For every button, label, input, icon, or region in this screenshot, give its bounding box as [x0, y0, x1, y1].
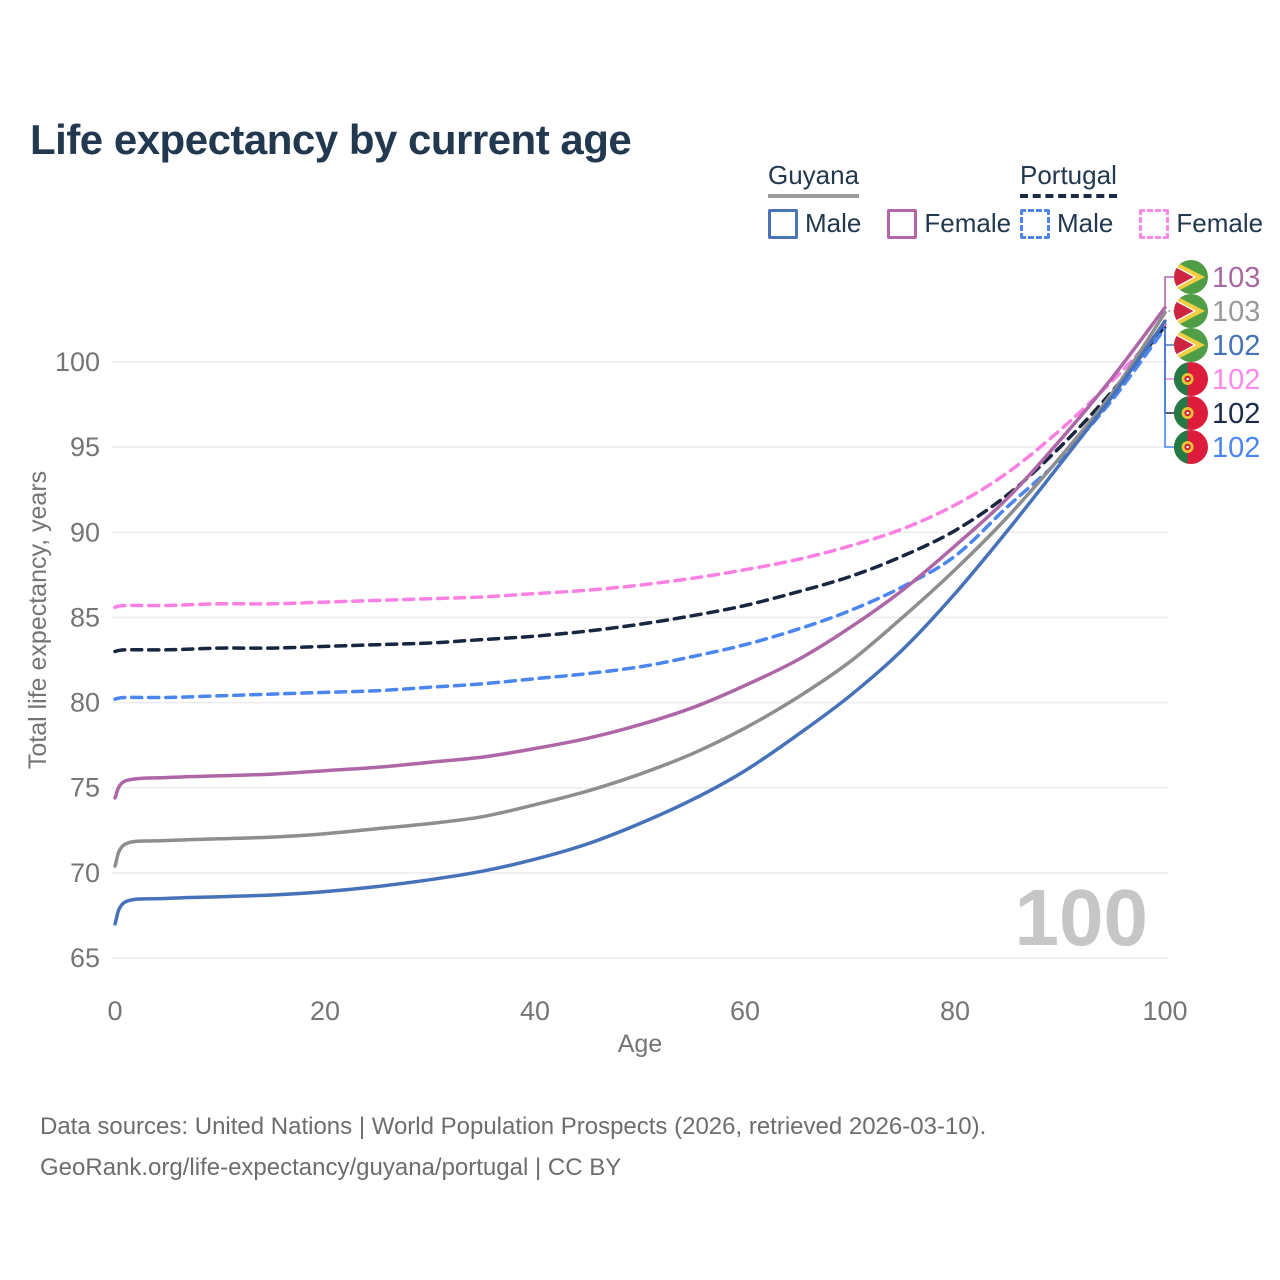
legend-item-label: Male [805, 208, 862, 238]
y-tick-label: 90 [70, 517, 100, 547]
end-value-label: 102 [1212, 432, 1260, 464]
y-tick-label: 70 [70, 858, 100, 888]
label-connector [1164, 324, 1174, 380]
portugal-male-swatch [1020, 208, 1050, 239]
license-line: GeoRank.org/life-expectancy/guyana/portu… [40, 1154, 622, 1181]
guyana-male-swatch [768, 208, 798, 239]
label-connector [1164, 326, 1174, 414]
end-value-label: 102 [1212, 398, 1260, 430]
label-connector [1164, 327, 1174, 448]
end-value-label: 102 [1212, 330, 1260, 362]
legend-item-guyana-female[interactable]: Female [887, 208, 1011, 239]
y-tick-label: 95 [70, 432, 100, 462]
x-tick-label: 80 [940, 996, 970, 1026]
y-tick-label: 100 [55, 347, 100, 377]
flag-portugal [1174, 430, 1208, 464]
y-tick-label: 75 [70, 773, 100, 803]
guyana-female-swatch [887, 208, 918, 239]
data-source-line: Data sources: United Nations | World Pop… [40, 1113, 987, 1140]
x-axis-title: Age [618, 1030, 662, 1058]
legend-item-label: Female [1176, 208, 1264, 238]
legend-country-portugal[interactable]: Portugal [1020, 160, 1117, 198]
legend-item-label: Male [1057, 208, 1114, 238]
legend-group-portugal: Portugal Male Female [1020, 160, 1263, 239]
y-tick-label: 65 [70, 943, 100, 973]
line-chart: 65 70 75 80 85 90 95 100 100 0 20 40 60 80 100 Age Total… [24, 260, 1260, 1058]
y-tick-label: 85 [70, 602, 100, 632]
series-line-portugal-female[interactable] [113, 322, 1167, 609]
hover-age-watermark: 100 [1015, 873, 1148, 962]
label-connector [1164, 310, 1174, 313]
x-tick-label: 0 [107, 996, 122, 1026]
series-line-guyana-female[interactable] [113, 305, 1167, 800]
end-value-label: 103 [1212, 262, 1260, 294]
x-tick-label: 60 [730, 996, 760, 1026]
source-attribution: Data sources: United Nations | World Pop… [40, 1106, 986, 1188]
y-tick-label: 80 [70, 688, 100, 718]
legend-item-guyana-male[interactable]: Male [768, 208, 861, 239]
flag-guyana [1174, 294, 1208, 328]
label-connector [1164, 276, 1174, 308]
legend-item-label: Female [924, 208, 1012, 238]
y-axis-title: Total life expectancy, years [24, 471, 52, 769]
page-title: Life expectancy by current age [30, 116, 632, 164]
series-line-portugal-all[interactable] [113, 324, 1167, 654]
x-tick-label: 40 [520, 996, 550, 1026]
series-line-guyana-male[interactable] [113, 319, 1167, 926]
legend-country-guyana[interactable]: Guyana [768, 160, 860, 198]
flag-portugal [1174, 362, 1208, 396]
flag-portugal [1174, 396, 1208, 430]
end-value-label: 102 [1212, 364, 1260, 396]
portugal-female-swatch [1139, 208, 1170, 239]
chart-legend: Guyana Male Female Portugal Male [0, 160, 1280, 250]
end-value-label: 103 [1212, 296, 1260, 328]
flag-guyana [1174, 328, 1208, 362]
x-tick-label: 20 [310, 996, 340, 1026]
series-line-guyana-all[interactable] [113, 310, 1167, 868]
legend-item-portugal-female[interactable]: Female [1139, 208, 1263, 239]
legend-group-guyana: Guyana Male Female [768, 160, 1011, 239]
flag-guyana [1174, 260, 1208, 294]
series-line-portugal-male[interactable] [113, 326, 1167, 701]
legend-item-portugal-male[interactable]: Male [1020, 208, 1113, 239]
x-tick-label: 100 [1142, 996, 1187, 1026]
